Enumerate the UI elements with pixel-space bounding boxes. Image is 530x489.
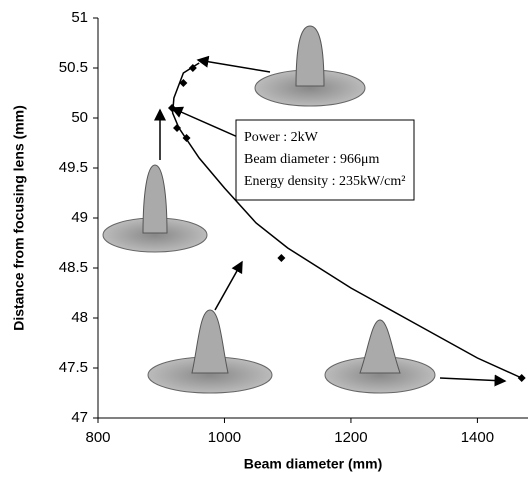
annotation: Beam diameter : 966μm [244,152,380,167]
y-tick-label: 49.5 [59,159,88,176]
x-tick-label: 800 [85,429,110,446]
y-tick-label: 50 [71,109,88,126]
y-tick-label: 50.5 [59,59,88,76]
y-tick-label: 48 [71,309,88,326]
x-tick-label: 1400 [461,429,494,446]
x-axis-title: Beam diameter (mm) [244,456,383,472]
beam-profiles [103,26,435,393]
y-axis-title: Distance from focusing lens (mm) [11,105,27,331]
annotation: Power : 2kW [244,130,319,145]
y-tick-label: 47 [71,409,88,426]
chart: Power : 2kW Beam diameter : 966μm Energy… [0,0,530,484]
curve [173,63,522,378]
point [173,124,181,132]
annotation: Energy density : 235kW/cm² [244,174,405,189]
y-tick-label: 51 [71,9,88,26]
point [168,104,176,112]
point [518,374,526,382]
y-tick-label: 49 [71,209,88,226]
y-tick-label: 48.5 [59,259,88,276]
y-tick-label: 47.5 [59,359,88,376]
point [277,254,285,262]
x-tick-label: 1000 [208,429,241,446]
x-tick-label: 1200 [334,429,367,446]
